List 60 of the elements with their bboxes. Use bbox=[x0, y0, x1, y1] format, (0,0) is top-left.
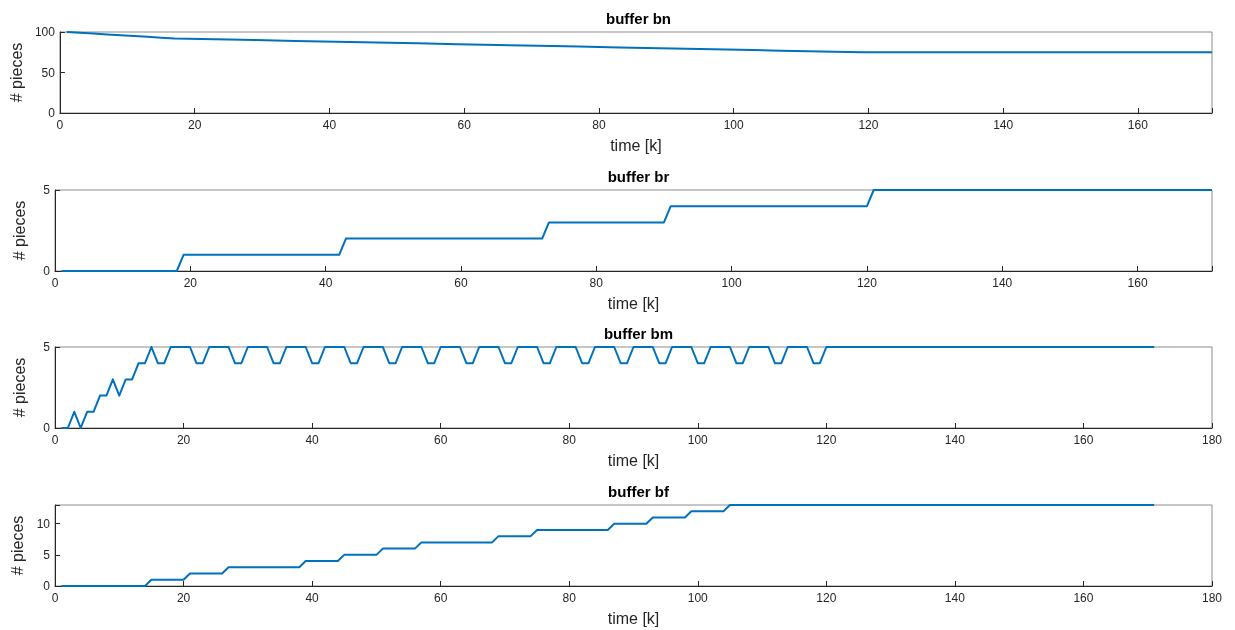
y-tick-label: 10 bbox=[36, 516, 51, 531]
x-tick-label: 180 bbox=[1201, 590, 1223, 605]
x-tick-label: 20 bbox=[183, 275, 198, 290]
x-tick-label: 40 bbox=[305, 590, 320, 605]
x-tick-label: 80 bbox=[589, 275, 604, 290]
line-series bbox=[65, 31, 1213, 54]
y-tick-label: 0 bbox=[43, 263, 51, 278]
y-tick-label: 0 bbox=[48, 106, 56, 120]
y-axis-title: # pieces bbox=[10, 200, 28, 260]
y-tick-label: 0 bbox=[43, 421, 51, 435]
line-series bbox=[60, 346, 1156, 429]
x-tick-label: 120 bbox=[816, 433, 837, 447]
y-tick-label: 5 bbox=[43, 340, 51, 354]
x-tick-label: 160 bbox=[1073, 590, 1094, 605]
x-axis-title: time [k] bbox=[607, 294, 660, 311]
x-tick-label: 100 bbox=[721, 275, 742, 290]
y-axis-title: # pieces bbox=[9, 515, 27, 575]
x-tick-label: 40 bbox=[305, 433, 320, 447]
x-tick-label: 140 bbox=[944, 590, 966, 605]
y-tick-label: 5 bbox=[43, 182, 51, 197]
x-axis-title: time [k] bbox=[607, 609, 660, 626]
x-tick-label: 160 bbox=[1073, 433, 1094, 447]
x-tick-label: 20 bbox=[176, 590, 191, 605]
line-series bbox=[60, 503, 1156, 587]
y-tick-label: 0 bbox=[43, 578, 51, 593]
x-tick-label: 140 bbox=[992, 275, 1013, 290]
x-tick-label: 60 bbox=[454, 275, 468, 290]
x-tick-label: 160 bbox=[1127, 275, 1148, 290]
x-tick-label: 40 bbox=[318, 275, 333, 290]
x-tick-label: 80 bbox=[562, 590, 577, 605]
x-tick-label: 180 bbox=[1201, 433, 1223, 447]
chart-title: buffer br bbox=[607, 167, 670, 185]
x-tick-label: 60 bbox=[433, 433, 448, 447]
x-tick-label: 60 bbox=[457, 118, 472, 132]
x-tick-label: 40 bbox=[322, 118, 337, 132]
x-tick-label: 80 bbox=[592, 118, 606, 132]
y-tick-label: 100 bbox=[34, 25, 56, 39]
x-tick-label: 140 bbox=[944, 433, 966, 447]
y-tick-label: 50 bbox=[41, 65, 56, 80]
chart-title: buffer bm bbox=[603, 325, 674, 342]
x-axis-title: time [k] bbox=[610, 136, 662, 154]
x-tick-label: 100 bbox=[687, 433, 709, 447]
line-series bbox=[60, 188, 1213, 272]
y-axis-title: # pieces bbox=[7, 42, 25, 103]
x-tick-label: 160 bbox=[1127, 118, 1149, 132]
x-tick-label: 100 bbox=[687, 590, 709, 605]
x-tick-label: 120 bbox=[816, 590, 837, 605]
chart-title: buffer bn bbox=[606, 10, 671, 27]
y-tick-label: 5 bbox=[43, 547, 51, 562]
x-tick-label: 20 bbox=[187, 118, 202, 132]
x-axis-title: time [k] bbox=[607, 451, 660, 469]
x-tick-label: 120 bbox=[858, 118, 879, 132]
x-tick-label: 120 bbox=[856, 275, 878, 290]
x-tick-label: 140 bbox=[993, 118, 1014, 132]
y-axis-title: # pieces bbox=[10, 357, 28, 418]
x-tick-label: 20 bbox=[176, 433, 191, 447]
x-tick-label: 60 bbox=[433, 590, 448, 605]
chart-title: buffer bf bbox=[608, 482, 670, 500]
x-tick-label: 80 bbox=[562, 433, 577, 447]
x-tick-label: 100 bbox=[723, 118, 744, 132]
